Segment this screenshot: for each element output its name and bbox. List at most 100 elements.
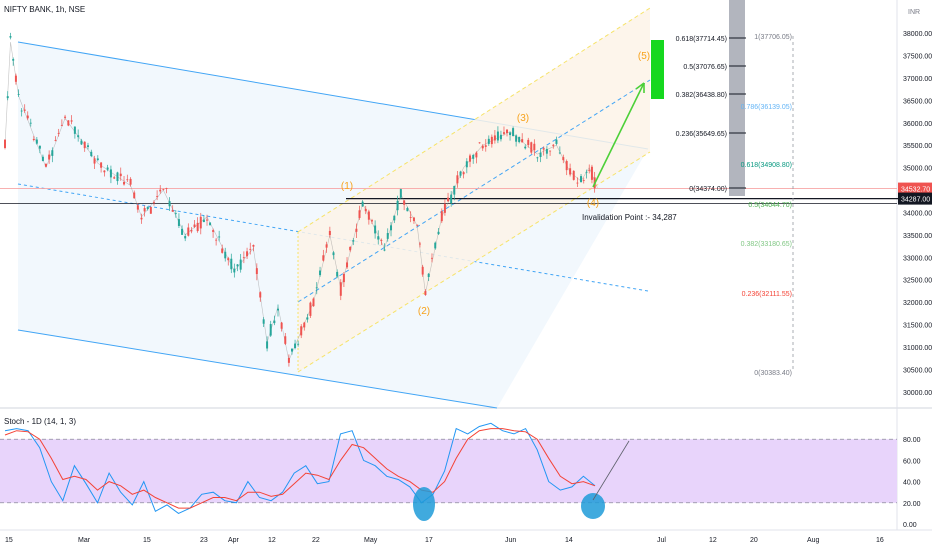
time-axis-label: 15 — [143, 537, 151, 544]
time-axis-label: 17 — [425, 537, 433, 544]
candle-body — [202, 219, 205, 223]
candle-body — [434, 242, 437, 249]
time-axis-label: 22 — [312, 537, 320, 544]
price-axis-tick: 33000.00 — [903, 255, 932, 262]
candle-body — [312, 298, 315, 307]
candle-body — [113, 177, 116, 179]
candle-body — [143, 208, 146, 212]
candle-body — [262, 319, 265, 324]
fib-extension-label: 0.236(35649.65) — [676, 131, 727, 138]
time-axis-label: Aug — [807, 537, 820, 544]
time-axis-label: Apr — [228, 537, 240, 544]
current-price-badge — [898, 182, 932, 195]
time-axis-label: Jun — [505, 537, 516, 544]
candle-body — [342, 274, 345, 283]
candle-body — [266, 341, 269, 349]
candle-body — [383, 249, 386, 251]
candle-body — [443, 203, 446, 213]
candle-body — [465, 161, 468, 168]
price-axis-tick: 35500.00 — [903, 143, 932, 150]
wave-label-5: (5) — [638, 51, 650, 62]
candle-body — [41, 156, 44, 161]
candle-body — [515, 135, 518, 142]
candle-body — [380, 240, 383, 241]
candle-body — [367, 211, 370, 220]
candle-body — [246, 251, 249, 257]
candle-body — [230, 258, 233, 270]
candle-body — [221, 248, 224, 253]
candle-body — [403, 200, 406, 205]
candle-body — [303, 322, 306, 328]
fib-extension-label: 0(34374.00) — [689, 186, 727, 193]
candle-body — [294, 343, 297, 348]
time-axis-label: 12 — [268, 537, 276, 544]
candle-body — [555, 139, 558, 144]
candle-body — [255, 268, 258, 275]
candle-body — [199, 216, 202, 229]
candle-body — [165, 188, 168, 189]
candle-body — [545, 148, 548, 154]
stoch-k-line — [4, 422, 596, 514]
stoch-projection — [592, 440, 630, 501]
candle-body — [126, 179, 129, 181]
candle-body — [83, 141, 86, 149]
descending-channel-lower — [17, 329, 498, 409]
fib-retracement-label: 1(37706.05) — [754, 34, 792, 41]
projection-arrow-head — [635, 82, 645, 93]
fib-extension-label: 0.618(37714.45) — [676, 36, 727, 43]
candle-body — [518, 136, 521, 143]
candle-body — [177, 219, 180, 226]
candle-body — [336, 271, 339, 277]
candle-body — [280, 322, 283, 329]
candle-body — [90, 151, 93, 157]
candle-body — [418, 243, 421, 245]
candle-body — [377, 236, 380, 240]
candle-body — [490, 136, 493, 145]
candle-body — [162, 189, 165, 190]
stoch-band — [0, 439, 897, 503]
candle-body — [481, 145, 484, 149]
time-axis-label: 16 — [876, 537, 884, 544]
candle-body — [493, 135, 496, 141]
candle-body — [569, 168, 572, 175]
fib-retracement-label: 0(30383.40) — [754, 370, 792, 377]
candle-body — [116, 172, 119, 182]
price-axis-tick: 30000.00 — [903, 390, 932, 397]
wave-label-1: (1) — [341, 181, 353, 192]
candle-body — [168, 201, 171, 207]
candle-body — [447, 197, 450, 202]
candle-body — [521, 139, 524, 143]
candle-body — [224, 251, 227, 259]
candle-body — [242, 257, 245, 259]
candle-body — [588, 169, 591, 171]
candle-body — [9, 36, 12, 38]
candle-body — [277, 308, 279, 311]
candle-body — [315, 287, 318, 289]
time-axis-label: 20 — [750, 537, 758, 544]
stoch-axis-tick: 20.00 — [903, 501, 921, 508]
candle-body — [159, 189, 162, 192]
time-axis-label: Mar — [78, 537, 91, 544]
candle-body — [12, 59, 15, 61]
time-axis-label: 12 — [709, 537, 717, 544]
candle-body — [54, 140, 57, 141]
candle-body — [184, 236, 187, 239]
price-axis-tick: 31000.00 — [903, 345, 932, 352]
candle-body — [306, 317, 309, 320]
fib-retracement-label: 0.618(34908.80) — [741, 162, 792, 169]
candle-body — [469, 155, 472, 162]
candle-body — [328, 230, 331, 236]
fib-retracement-label: 0.5(34044.70) — [748, 202, 792, 209]
price-axis-tick: 35000.00 — [903, 166, 932, 173]
candle-body — [524, 146, 527, 149]
candle-body — [146, 206, 149, 210]
candle-body — [290, 348, 293, 352]
candle-body — [393, 215, 396, 221]
price-axis-tick: 37000.00 — [903, 76, 932, 83]
candle-body — [565, 161, 568, 171]
price-axis-tick: 31500.00 — [903, 323, 932, 330]
fib-extension-bar — [729, 0, 745, 196]
candle-body — [421, 266, 424, 275]
